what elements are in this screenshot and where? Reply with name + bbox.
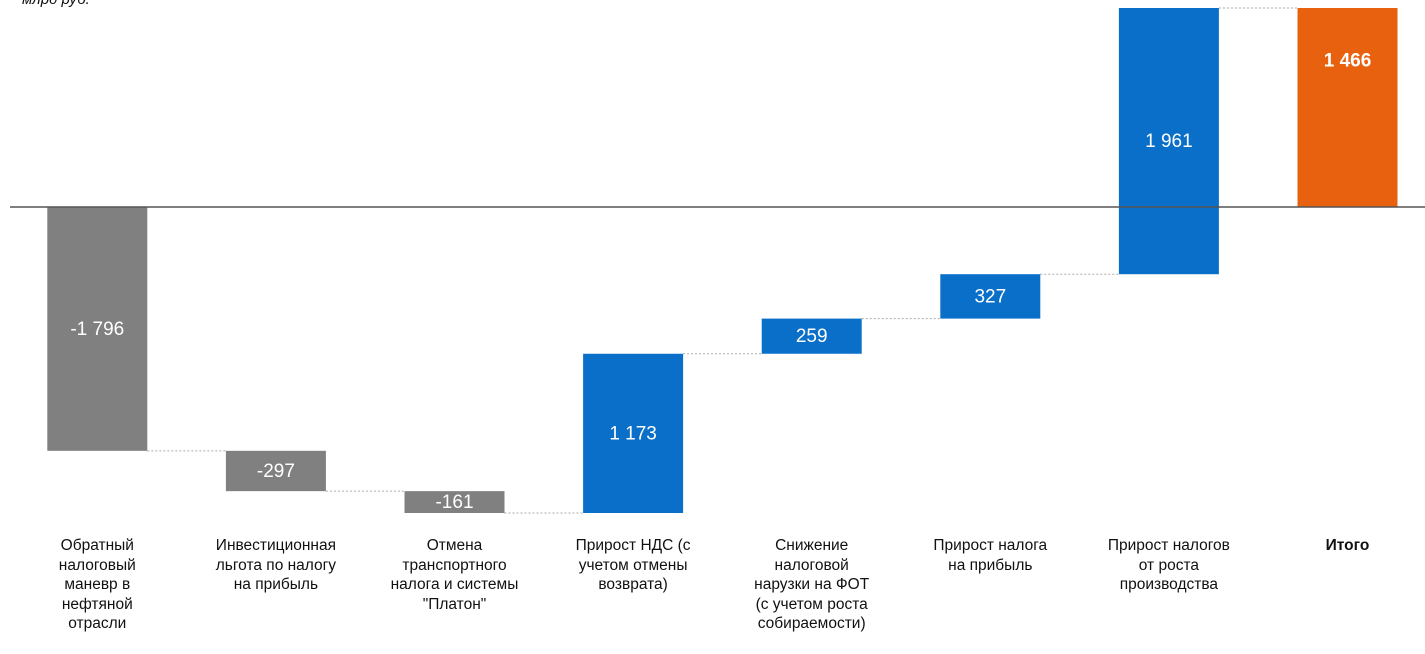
value-label: 327 <box>974 286 1006 307</box>
category-label: Обратный налоговый маневр в нефтяной отр… <box>58 537 136 633</box>
category-label: Прирост НДС (с учетом отмены возврата) <box>575 537 691 594</box>
bar <box>225 450 326 492</box>
bar <box>404 491 505 513</box>
bar <box>1118 8 1219 275</box>
value-label: -297 <box>257 461 295 482</box>
bar <box>583 353 684 513</box>
category-label: Инвестиционная льгота по налогу на прибы… <box>215 537 337 594</box>
bar <box>761 318 862 354</box>
unit-label: млрд руб. <box>22 0 90 8</box>
bar <box>940 274 1041 319</box>
value-label: 259 <box>796 326 828 347</box>
value-label: -1 796 <box>70 319 124 340</box>
bar <box>47 207 148 451</box>
category-label: Снижение налоговой нарузки на ФОТ (с уче… <box>754 537 870 633</box>
category-label: Прирост налога на прибыль <box>933 537 1048 574</box>
bar <box>1297 8 1398 208</box>
category-label: Итого <box>1325 537 1370 554</box>
category-label: Отмена транспортного налога и системы "П… <box>390 537 519 613</box>
category-label: Прирост налогов от роста производства <box>1107 537 1230 594</box>
value-label: 1 961 <box>1145 131 1193 152</box>
value-label: 1 466 <box>1324 51 1372 72</box>
value-label: 1 173 <box>609 423 657 444</box>
value-label: -161 <box>435 492 473 513</box>
